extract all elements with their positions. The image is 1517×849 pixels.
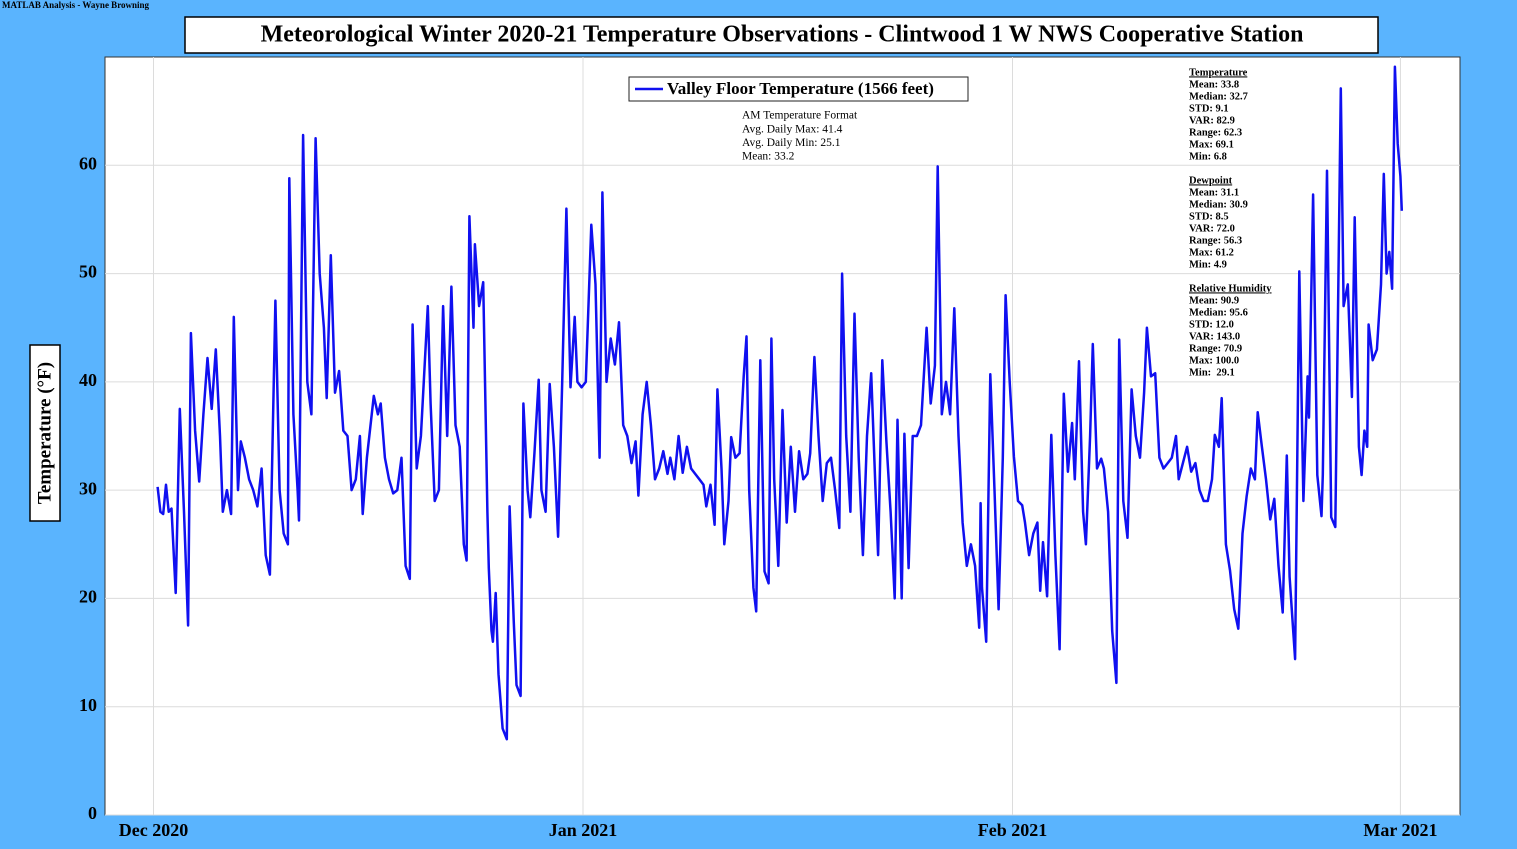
stats-line: Min: 6.8 (1189, 151, 1227, 162)
annotations: 0 10 20 30 40 50 60 Dec 2020 Jan 2021 Feb 2021 Mar… (79, 67, 1438, 840)
annotation-title: AM Temperature Format (742, 110, 858, 122)
y-tick-label: 20 (79, 587, 97, 607)
annotation-line: Avg. Daily Min: 25.1 (742, 137, 841, 149)
stats-line: VAR: 143.0 (1189, 331, 1240, 342)
y-axis-label: Temperature (°F) (34, 362, 55, 504)
stats-line: Range: 62.3 (1189, 127, 1242, 138)
y-tick-label: 30 (79, 478, 97, 498)
stats-line: Mean: 31.1 (1189, 187, 1239, 198)
y-tick-label: 10 (79, 695, 97, 715)
stats-title: Relative Humidity (1189, 283, 1272, 294)
stats-line: Median: 32.7 (1189, 91, 1248, 102)
stats-line: VAR: 72.0 (1189, 223, 1235, 234)
stats-line: Median: 95.6 (1189, 307, 1248, 318)
stats-line: VAR: 82.9 (1189, 115, 1235, 126)
y-tick-label: 60 (79, 153, 97, 173)
x-tick-label: Dec 2020 (119, 820, 188, 840)
x-tick-label: Jan 2021 (549, 820, 618, 840)
stats-title: Dewpoint (1189, 175, 1233, 186)
stats-line: Mean: 90.9 (1189, 295, 1239, 306)
stats-line: Median: 30.9 (1189, 199, 1248, 210)
chart-title: Meteorological Winter 2020-21 Temperatur… (261, 22, 1304, 48)
stats-line: Mean: 33.8 (1189, 79, 1239, 90)
stats-line: Max: 69.1 (1189, 139, 1234, 150)
legend-box (628, 76, 969, 102)
credit: MATLAB Analysis - Wayne Browning (2, 0, 150, 10)
stats-line: STD: 8.5 (1189, 211, 1229, 222)
marks (156, 65, 1404, 741)
ylabel-box (29, 344, 61, 522)
stats-line: Range: 56.3 (1189, 235, 1242, 246)
stats-line: STD: 9.1 (1189, 103, 1229, 114)
stats-line: STD: 12.0 (1189, 319, 1234, 330)
stats-title: Temperature (1189, 67, 1248, 78)
x-tick-label: Mar 2021 (1363, 820, 1437, 840)
annotation-line: Avg. Daily Max: 41.4 (742, 124, 843, 136)
legend-label: Valley Floor Temperature (1566 feet) (667, 79, 934, 98)
y-tick-label: 40 (79, 370, 97, 390)
stats-line: Range: 70.9 (1189, 343, 1242, 354)
stats-line: Max: 61.2 (1189, 247, 1234, 258)
stats-line: Min: 4.9 (1189, 259, 1227, 270)
stats-line: Min: 29.1 (1189, 367, 1235, 378)
y-tick-label: 0 (88, 803, 97, 823)
stats-line: Max: 100.0 (1189, 355, 1239, 366)
annotation-line: Mean: 33.2 (742, 151, 795, 163)
x-tick-label: Feb 2021 (978, 820, 1048, 840)
y-tick-label: 50 (79, 262, 97, 282)
title-box (184, 16, 1379, 54)
series-line (156, 65, 1404, 741)
